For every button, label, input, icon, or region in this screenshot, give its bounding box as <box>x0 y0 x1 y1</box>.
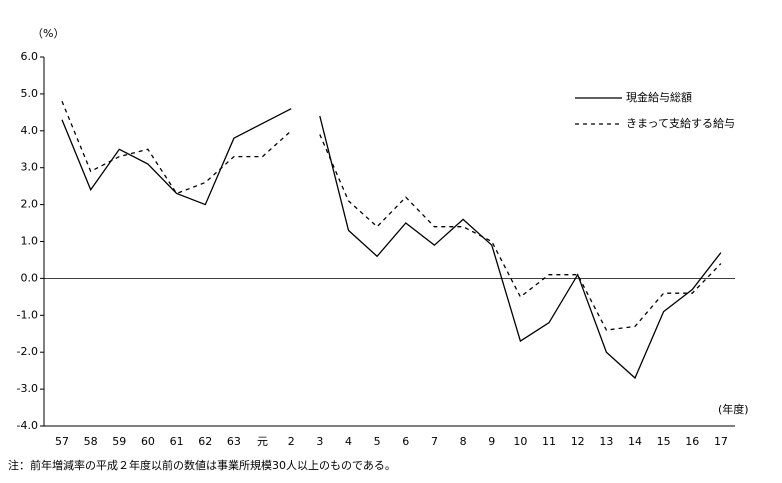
x-tick-label: 2 <box>288 435 295 448</box>
legend-label: 現金給与総額 <box>626 90 692 104</box>
x-tick-label: 62 <box>198 435 212 448</box>
y-tick-label: 5.0 <box>21 87 39 100</box>
x-tick-label: 9 <box>488 435 495 448</box>
x-tick-label: 8 <box>460 435 467 448</box>
note: 注：前年増減率の平成２年度以前の数値は事業所規模30人以上のものである。 <box>8 458 396 472</box>
x-tick-label: 60 <box>141 435 155 448</box>
x-tick-label: 13 <box>599 435 613 448</box>
series-line <box>61 101 292 195</box>
series-line <box>61 108 292 206</box>
x-tick-label: 7 <box>431 435 438 448</box>
x-tick-label: 58 <box>84 435 98 448</box>
x-tick-label: 61 <box>170 435 184 448</box>
y-tick-label: -4.0 <box>17 419 38 432</box>
x-tick-label: 12 <box>571 435 585 448</box>
y-tick-label: -2.0 <box>17 345 38 358</box>
y-tick-label: 6.0 <box>21 50 39 63</box>
x-tick-label: 15 <box>657 435 671 448</box>
y-tick-label: -1.0 <box>17 308 38 321</box>
y-unit: （%） <box>32 27 64 40</box>
y-tick-label: 1.0 <box>21 235 39 248</box>
x-tick-label: 17 <box>714 435 728 448</box>
y-tick-label: 0.0 <box>21 271 39 284</box>
x-unit: (年度) <box>718 402 749 416</box>
x-tick-label: 11 <box>542 435 556 448</box>
x-tick-label: 6 <box>402 435 409 448</box>
x-tick-label: 元 <box>257 435 268 448</box>
x-tick-label: 14 <box>628 435 642 448</box>
x-tick-label: 57 <box>55 435 69 448</box>
x-tick-label: 4 <box>345 435 352 448</box>
x-tick-label: 10 <box>513 435 527 448</box>
y-tick-label: 4.0 <box>21 124 39 137</box>
y-tick-label: -3.0 <box>17 382 38 395</box>
y-tick-label: 3.0 <box>21 161 39 174</box>
x-tick-label: 5 <box>374 435 381 448</box>
series-line <box>319 134 722 331</box>
x-tick-label: 3 <box>316 435 323 448</box>
x-tick-label: 59 <box>112 435 126 448</box>
x-tick-label: 16 <box>685 435 699 448</box>
x-tick-label: 63 <box>227 435 241 448</box>
legend-label: きまって支給する給与 <box>626 116 735 130</box>
series-line <box>319 115 722 380</box>
y-tick-label: 2.0 <box>21 198 39 211</box>
